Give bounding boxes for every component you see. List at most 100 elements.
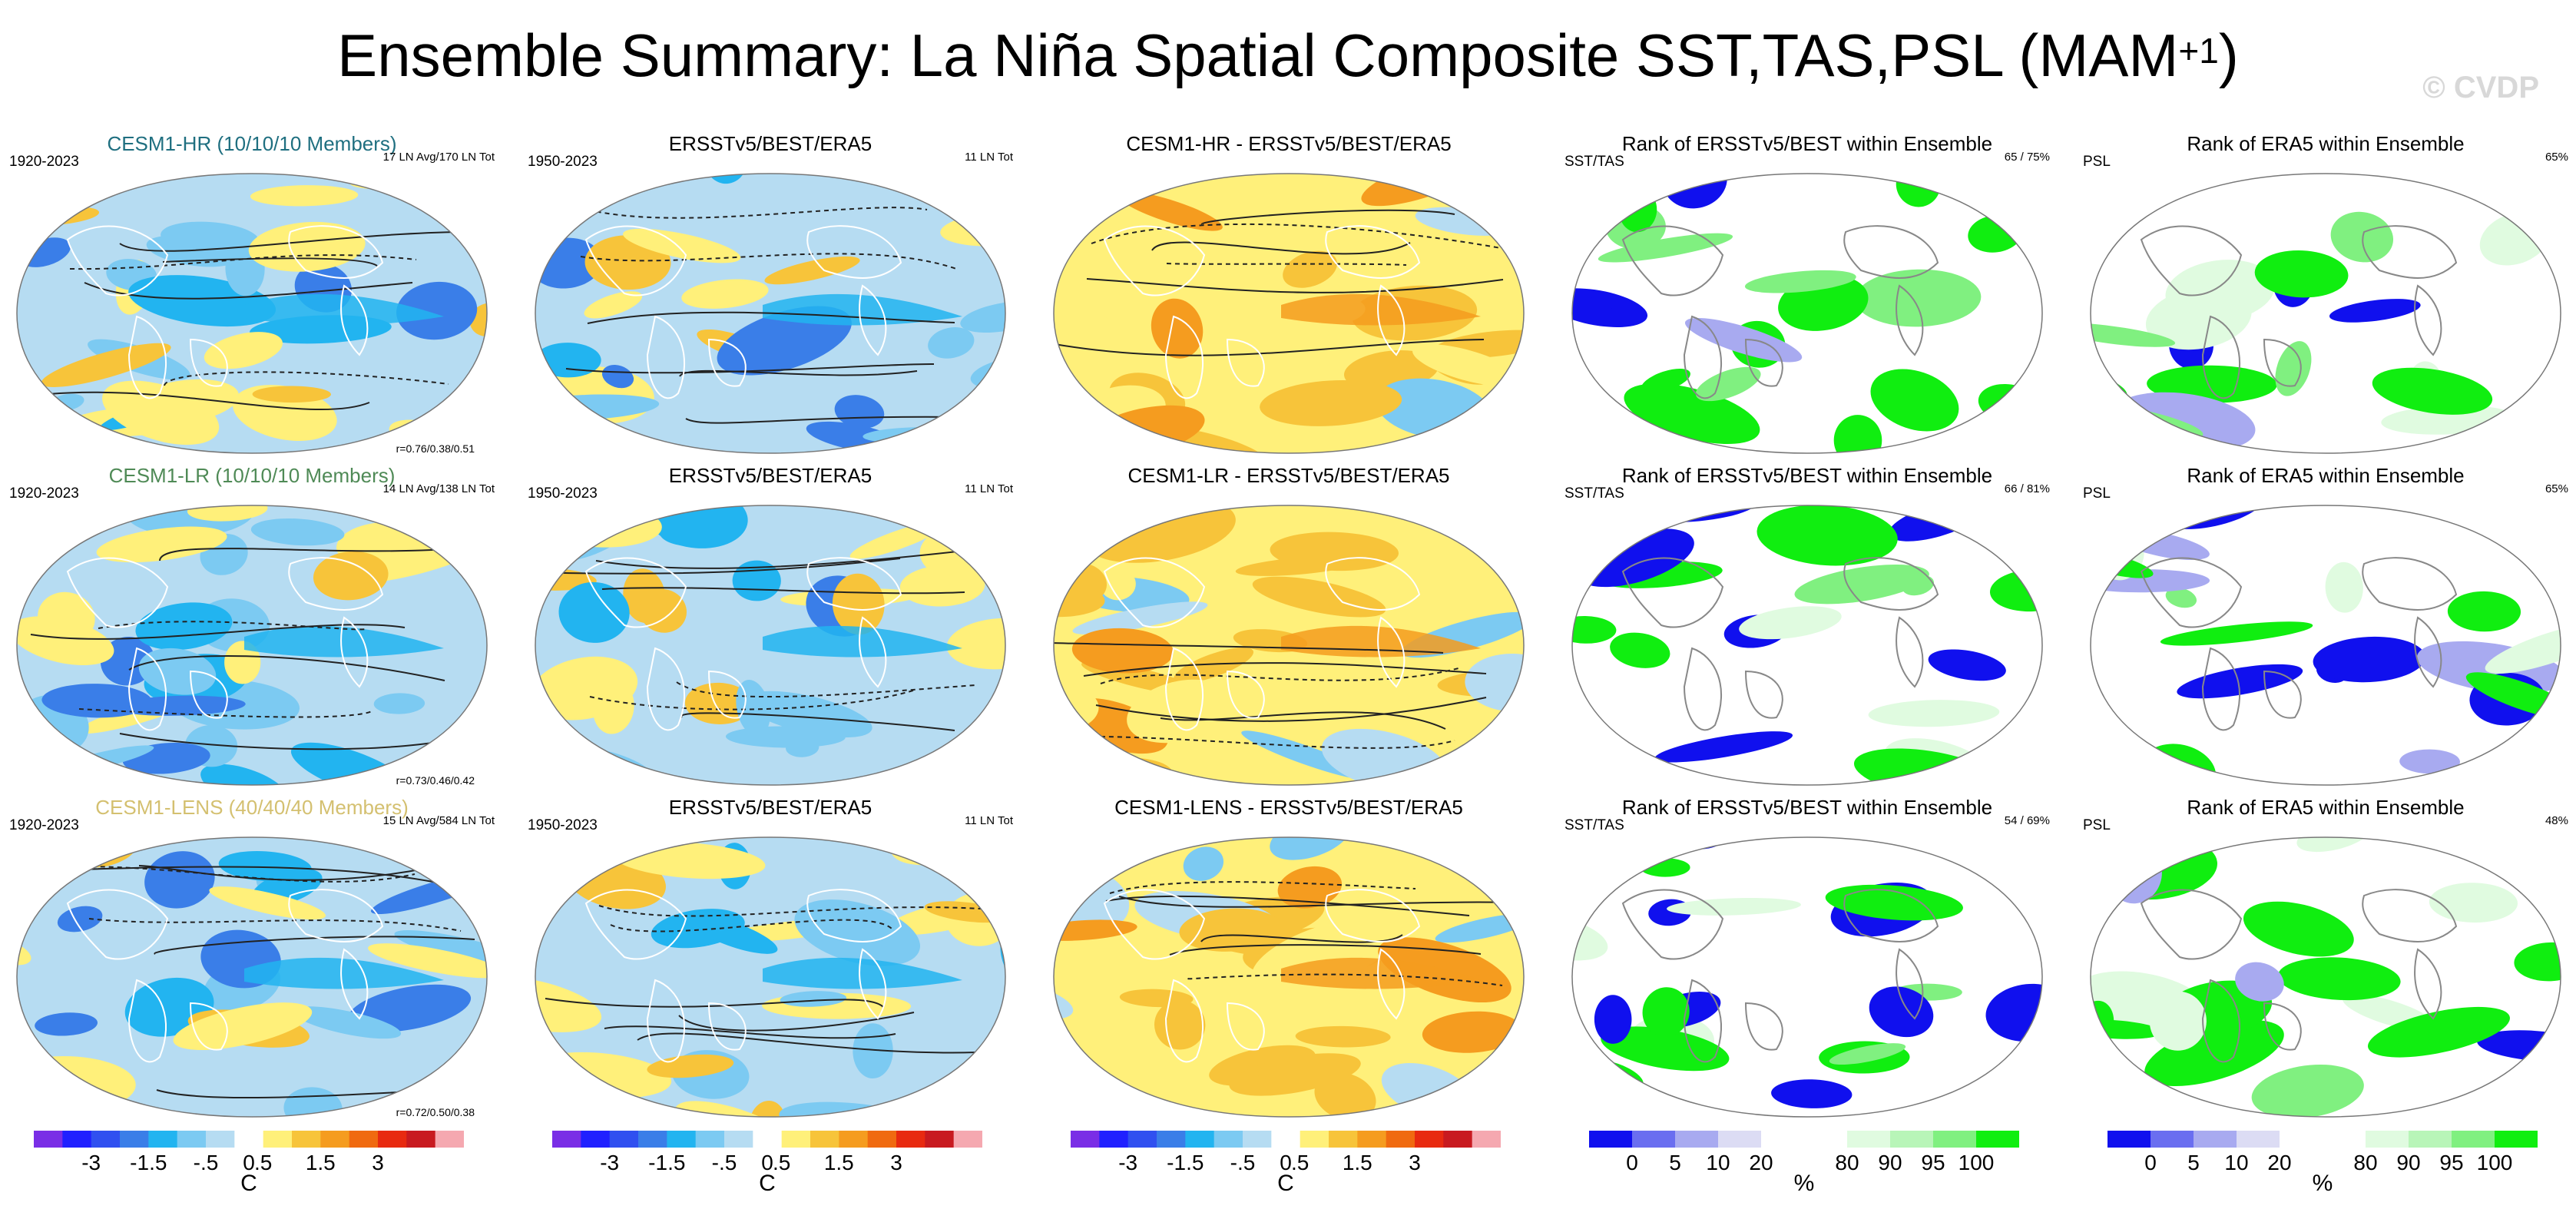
colorbar-swatch (1243, 1131, 1272, 1148)
colorbar-swatch (292, 1131, 321, 1148)
colorbar-swatch (1847, 1131, 1891, 1148)
colorbar-swatch (1214, 1131, 1243, 1148)
panel-rank_sst: Rank of ERSSTv5/BEST within Ensemble SST/… (1561, 464, 2053, 794)
colorbar-tick-label: 10 (1706, 1151, 1730, 1174)
colorbar-swatch (263, 1131, 293, 1148)
rank-map (2090, 836, 2561, 1118)
period-label: 1920-2023 (9, 485, 79, 502)
rank-percent: 66 / 81% (2004, 482, 2050, 495)
colorbar-tick-label: 100 (1958, 1151, 1995, 1174)
colorbar-tick-label: 20 (1749, 1151, 1773, 1174)
panel-obs: ERSSTv5/BEST/ERA5 1950-2023 11 LN Tot (525, 132, 1016, 462)
event-count: 11 LN Tot (965, 151, 1013, 164)
panel-diff: CESM1-HR - ERSSTv5/BEST/ERA5 (1043, 132, 1535, 462)
colorbar: -3 -1.5 -.5 0.5 1.5 3 C (1071, 1131, 1501, 1200)
colorbar-swatch (1632, 1131, 1676, 1148)
panel-model: CESM1-HR (10/10/10 Members) 1920-2023 17 L… (6, 132, 498, 462)
colorbar-swatch (2194, 1131, 2237, 1148)
period-label: 1920-2023 (9, 817, 79, 833)
colorbar-swatch (320, 1131, 350, 1148)
colorbar-swatch (1675, 1131, 1719, 1148)
colorbar-swatch (810, 1131, 839, 1148)
colorbar-swatch (1472, 1131, 1501, 1148)
colorbar-tick-label: -3 (1118, 1151, 1138, 1174)
colorbar-swatch (2237, 1131, 2280, 1148)
panel-title: CESM1-HR (10/10/10 Members) (107, 132, 397, 155)
variable-label: PSL (2083, 817, 2111, 833)
colorbar-unit: C (1277, 1171, 1294, 1196)
colorbar-swatch (349, 1131, 379, 1148)
panel-model: CESM1-LENS (40/40/40 Members) 1920-2023 15… (6, 796, 498, 1126)
colorbar-tick-label: .5 (1291, 1151, 1310, 1174)
rank-map (1571, 836, 2043, 1118)
panel-title: ERSSTv5/BEST/ERA5 (668, 796, 872, 819)
colorbar-unit: % (1793, 1171, 1815, 1196)
colorbar-tick-label: 10 (2224, 1151, 2249, 1174)
colorbar: -3 -1.5 -.5 0.5 1.5 3 C (34, 1131, 464, 1200)
colorbar-swatch (552, 1131, 581, 1148)
period-label: 1950-2023 (528, 817, 598, 833)
composite-map (16, 836, 488, 1118)
colorbar-tick-label: -1.5 (648, 1151, 686, 1174)
panel-rank_sst: Rank of ERSSTv5/BEST within Ensemble SST/… (1561, 132, 2053, 462)
panel-title: CESM1-LR (10/10/10 Members) (108, 464, 396, 487)
rank-percent: 65% (2545, 151, 2568, 164)
colorbar: 0 5 10 20 80 90 95 100% (1589, 1131, 2019, 1200)
colorbar-tick-label: 80 (2353, 1151, 2378, 1174)
event-count: 11 LN Tot (965, 482, 1013, 495)
panel-diff: CESM1-LR - ERSSTv5/BEST/ERA5 (1043, 464, 1535, 794)
variable-label: SST/TAS (1564, 817, 1624, 833)
colorbar-tick-label: -.5 (711, 1151, 737, 1174)
colorbar-swatch (1386, 1131, 1415, 1148)
colorbar-swatch (1890, 1131, 1934, 1148)
colorbar-swatch (2107, 1131, 2151, 1148)
colorbar-tick-label: 0 (243, 1151, 255, 1174)
colorbar-swatch (1415, 1131, 1444, 1148)
colorbar-tick-label: 0 (1280, 1151, 1292, 1174)
colorbar-swatch (378, 1131, 407, 1148)
colorbar-tick-label: -3 (600, 1151, 620, 1174)
colorbar-swatch (406, 1131, 436, 1148)
colorbar-swatch (1718, 1131, 1762, 1148)
colorbar-tick-label: -.5 (193, 1151, 219, 1174)
colorbar-swatch (581, 1131, 611, 1148)
panel-rank_psl: Rank of ERA5 within Ensemble PSL 65% (2080, 132, 2571, 462)
rank-percent: 48% (2545, 814, 2568, 827)
variable-label: PSL (2083, 485, 2111, 502)
variable-label: SST/TAS (1564, 154, 1624, 170)
colorbar-swatch (953, 1131, 982, 1148)
colorbar-swatch (1589, 1131, 1633, 1148)
colorbar-swatch (2409, 1131, 2452, 1148)
colorbar-tick-label: 90 (2396, 1151, 2421, 1174)
period-label: 1950-2023 (528, 485, 598, 502)
colorbar-unit: C (759, 1171, 776, 1196)
colorbar-swatch (1976, 1131, 2019, 1148)
rank-percent: 65% (2545, 482, 2568, 495)
colorbar-swatch (1071, 1131, 1100, 1148)
composite-map (535, 173, 1006, 454)
colorbar-swatch (724, 1131, 753, 1148)
colorbar-tick-label: 0 (2144, 1151, 2157, 1174)
panel-title: CESM1-LR - ERSSTv5/BEST/ERA5 (1127, 464, 1450, 487)
event-count: 15 LN Avg/584 LN Tot (382, 814, 495, 827)
panel-rank_sst: Rank of ERSSTv5/BEST within Ensemble SST/… (1561, 796, 2053, 1126)
colorbar-tick-label: 5 (2187, 1151, 2200, 1174)
colorbar-swatch (1329, 1131, 1358, 1148)
panel-rank_psl: Rank of ERA5 within Ensemble PSL 65% (2080, 464, 2571, 794)
composite-map (1053, 505, 1525, 786)
colorbar-swatch (839, 1131, 869, 1148)
pattern-correlation: r=0.72/0.50/0.38 (396, 1106, 475, 1118)
event-count: 17 LN Avg/170 LN Tot (382, 151, 495, 164)
colorbar: 0 5 10 20 80 90 95 100% (2107, 1131, 2538, 1200)
colorbar-tick-label: -1.5 (130, 1151, 167, 1174)
colorbar-swatch (62, 1131, 92, 1148)
colorbar-tick-label: 95 (1921, 1151, 1945, 1174)
colorbar-swatch (867, 1131, 897, 1148)
panel-title: Rank of ERA5 within Ensemble (2187, 796, 2465, 819)
colorbar-swatch (435, 1131, 464, 1148)
rank-map (1571, 505, 2043, 786)
colorbar-tick-label: .5 (254, 1151, 273, 1174)
panel-model: CESM1-LR (10/10/10 Members) 1920-2023 14 L… (6, 464, 498, 794)
colorbar-swatch (1761, 1131, 1805, 1148)
colorbar-swatch (2323, 1131, 2366, 1148)
